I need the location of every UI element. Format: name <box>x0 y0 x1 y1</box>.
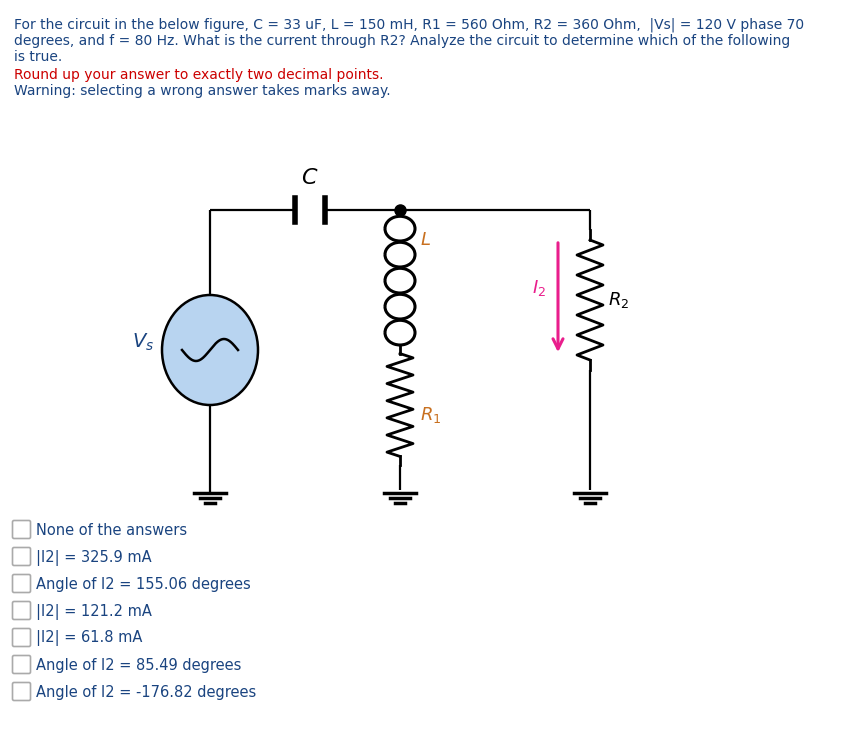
Text: $I_2$: $I_2$ <box>532 278 546 298</box>
Ellipse shape <box>162 295 258 405</box>
Text: |I2| = 325.9 mA: |I2| = 325.9 mA <box>36 550 152 566</box>
Text: For the circuit in the below figure, C = 33 uF, L = 150 mH, R1 = 560 Ohm, R2 = 3: For the circuit in the below figure, C =… <box>14 18 804 32</box>
FancyBboxPatch shape <box>12 520 30 538</box>
FancyBboxPatch shape <box>12 602 30 619</box>
Text: $R_1$: $R_1$ <box>420 405 441 425</box>
FancyBboxPatch shape <box>12 656 30 674</box>
Text: |I2| = 61.8 mA: |I2| = 61.8 mA <box>36 631 142 646</box>
Text: $R_2$: $R_2$ <box>608 290 629 310</box>
Text: degrees, and f = 80 Hz. What is the current through R2? Analyze the circuit to d: degrees, and f = 80 Hz. What is the curr… <box>14 34 790 48</box>
FancyBboxPatch shape <box>12 682 30 700</box>
Text: Round up your answer to exactly two decimal points.: Round up your answer to exactly two deci… <box>14 68 383 82</box>
FancyBboxPatch shape <box>12 548 30 566</box>
FancyBboxPatch shape <box>12 574 30 592</box>
Text: Angle of I2 = -176.82 degrees: Angle of I2 = -176.82 degrees <box>36 685 257 700</box>
Text: Warning: selecting a wrong answer takes marks away.: Warning: selecting a wrong answer takes … <box>14 84 391 98</box>
Text: Angle of I2 = 155.06 degrees: Angle of I2 = 155.06 degrees <box>36 577 251 592</box>
Text: $C$: $C$ <box>301 167 319 189</box>
Text: $L$: $L$ <box>420 231 431 249</box>
Text: is true.: is true. <box>14 50 62 64</box>
Text: Angle of I2 = 85.49 degrees: Angle of I2 = 85.49 degrees <box>36 658 241 673</box>
Text: |I2| = 121.2 mA: |I2| = 121.2 mA <box>36 604 152 619</box>
Text: $V_s$: $V_s$ <box>132 332 154 352</box>
FancyBboxPatch shape <box>12 628 30 646</box>
Text: None of the answers: None of the answers <box>36 523 187 538</box>
